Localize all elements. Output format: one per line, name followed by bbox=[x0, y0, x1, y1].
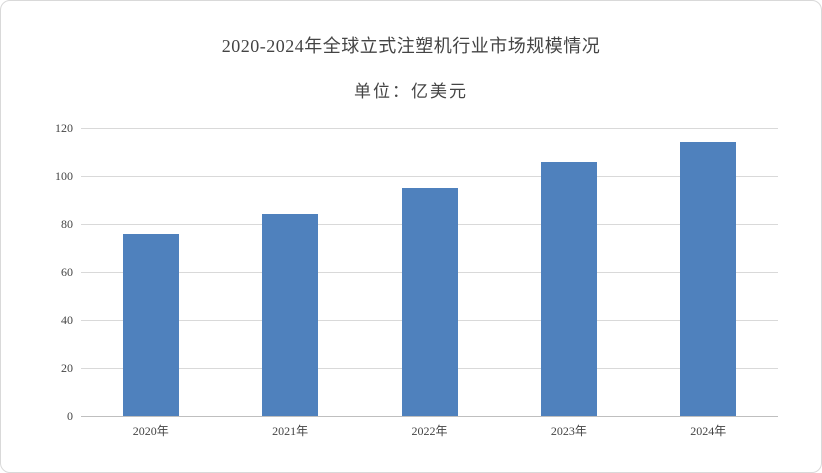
y-tick-label-0: 0 bbox=[67, 409, 73, 423]
y-tick-label-100: 100 bbox=[55, 169, 73, 183]
y-tick-label-20: 20 bbox=[61, 361, 73, 375]
bar-2024年 bbox=[680, 142, 737, 416]
bar-2020年 bbox=[122, 233, 179, 416]
x-axis-tick-labels: 2020年 2021年 2022年 2023年 2024年 bbox=[81, 422, 778, 442]
y-tick-label-120: 120 bbox=[55, 121, 73, 135]
bar-2021年 bbox=[262, 214, 319, 416]
bar-2022年 bbox=[401, 188, 458, 416]
x-tick-label-2023年: 2023年 bbox=[550, 424, 587, 438]
x-tick-label-2020年: 2020年 bbox=[132, 424, 169, 438]
x-tick-label-2024年: 2024年 bbox=[690, 424, 727, 438]
y-tick-label-60: 60 bbox=[61, 265, 73, 279]
x-tick-label-2021年: 2021年 bbox=[272, 424, 309, 438]
chart-title: 2020-2024年全球立式注塑机行业市场规模情况 bbox=[221, 36, 601, 56]
x-tick-label-2022年: 2022年 bbox=[411, 424, 448, 438]
y-axis-tick-labels: 0 20 40 60 80 100 120 bbox=[1, 121, 73, 423]
gridline-y-100 bbox=[81, 176, 778, 177]
chart-subtitle: 单位：亿美元 bbox=[354, 82, 468, 101]
y-tick-label-40: 40 bbox=[61, 313, 73, 327]
plot-area bbox=[81, 128, 778, 417]
gridline-y-120 bbox=[81, 128, 778, 129]
y-tick-label-80: 80 bbox=[61, 217, 73, 231]
bar-2023年 bbox=[540, 161, 597, 416]
